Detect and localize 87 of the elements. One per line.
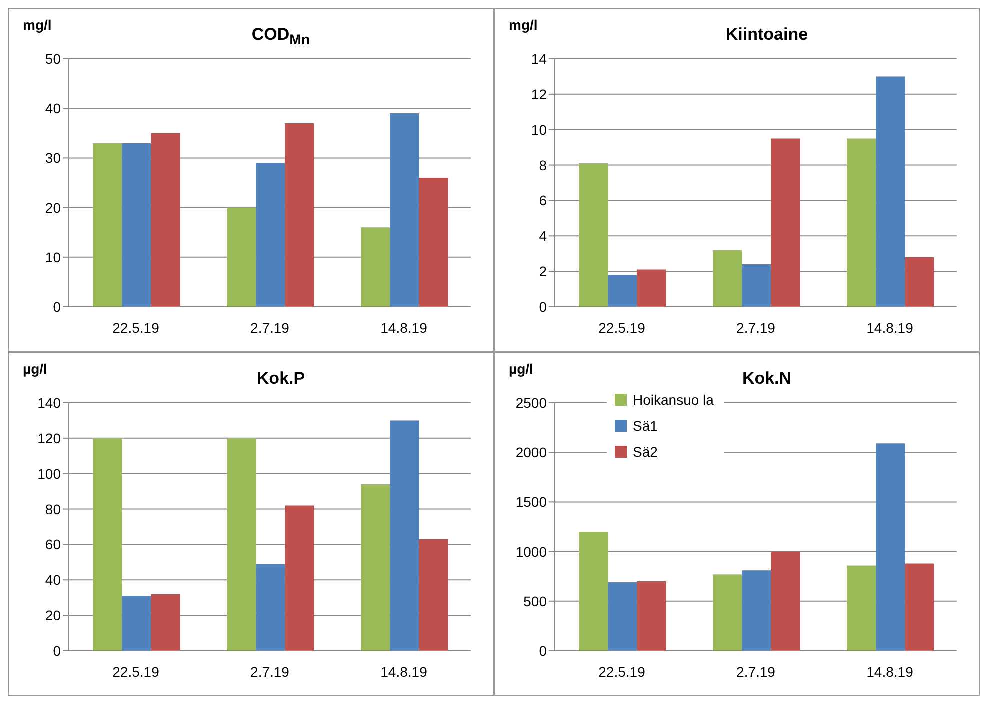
bar	[579, 532, 608, 651]
y-tick-label: 500	[524, 593, 548, 610]
chart-title: Kok.N	[742, 369, 792, 388]
y-tick-label: 14	[531, 50, 548, 67]
bar	[713, 574, 742, 651]
y-tick-label: 40	[45, 100, 62, 117]
y-axis-title: mg/l	[23, 17, 52, 33]
chart-title: COD$_{Mn}$	[252, 25, 310, 48]
x-tick-label: 22.5.19	[598, 664, 646, 680]
bar	[419, 178, 448, 307]
y-tick-label: 0	[53, 642, 62, 659]
y-tick-label: 2	[539, 264, 548, 280]
y-tick-label: 30	[45, 150, 62, 166]
bar	[361, 228, 390, 307]
x-tick-label: 14.8.19	[380, 664, 428, 680]
bar	[151, 594, 180, 651]
bar	[742, 264, 772, 307]
y-tick-label: 1500	[516, 494, 548, 510]
y-tick-label: 2500	[516, 394, 548, 411]
x-tick-label: 2.7.19	[250, 664, 290, 680]
y-tick-label: 100	[38, 466, 62, 482]
x-tick-label: 14.8.19	[866, 320, 914, 336]
bar	[151, 133, 180, 307]
y-axis-title: µg/l	[23, 361, 48, 377]
bar	[637, 270, 666, 307]
chart-title: Kok.P	[256, 369, 306, 388]
bar	[361, 484, 390, 651]
bar	[771, 138, 800, 307]
bar	[122, 143, 152, 307]
x-tick-label: 22.5.19	[112, 664, 160, 680]
y-tick-label: 0	[539, 298, 548, 315]
y-tick-label: 6	[539, 192, 548, 209]
y-tick-label: 60	[45, 536, 62, 553]
bar	[876, 444, 906, 651]
y-tick-label: 10	[45, 249, 62, 266]
y-tick-label: 4	[539, 228, 548, 244]
x-tick-label: 14.8.19	[380, 320, 428, 336]
y-axis-title: µg/l	[509, 361, 534, 377]
bar	[419, 539, 448, 651]
bar	[608, 275, 638, 307]
y-tick-label: 20	[45, 200, 62, 216]
x-tick-label: 2.7.19	[250, 320, 290, 336]
y-tick-label: 50	[45, 50, 62, 67]
bar	[256, 564, 286, 651]
y-tick-label: 20	[45, 608, 62, 624]
legend-label: Hoikansuo la	[633, 391, 714, 410]
y-tick-label: 10	[531, 122, 548, 138]
bar	[847, 138, 876, 307]
y-tick-label: 0	[53, 298, 62, 315]
legend-label: Sä2	[633, 443, 658, 462]
bar	[876, 76, 906, 307]
y-tick-label: 120	[38, 430, 62, 446]
x-tick-label: 2.7.19	[736, 664, 776, 680]
x-tick-label: 22.5.19	[112, 320, 160, 336]
bar	[847, 566, 876, 651]
bar	[93, 143, 122, 307]
bar	[742, 570, 772, 651]
bar	[285, 123, 314, 307]
x-tick-label: 2.7.19	[736, 320, 776, 336]
bar	[285, 506, 314, 651]
bar	[256, 163, 286, 307]
bar	[122, 596, 152, 651]
bar	[227, 208, 256, 307]
bar	[905, 257, 934, 307]
x-tick-label: 14.8.19	[866, 664, 914, 680]
bar	[390, 114, 420, 307]
bar	[390, 420, 420, 651]
chart-title: Kiintoaine	[726, 25, 808, 44]
bar	[771, 552, 800, 651]
y-axis-title: mg/l	[509, 17, 538, 33]
bar	[227, 438, 256, 651]
y-tick-label: 8	[539, 157, 548, 174]
bar	[608, 582, 638, 651]
bar	[637, 582, 666, 651]
y-tick-label: 40	[45, 572, 62, 588]
y-tick-label: 1000	[516, 544, 548, 560]
y-tick-label: 2000	[516, 444, 548, 461]
y-tick-label: 12	[531, 86, 548, 102]
y-tick-label: 80	[45, 501, 62, 518]
y-tick-label: 0	[539, 642, 548, 659]
bar	[93, 438, 122, 651]
y-tick-label: 140	[38, 394, 62, 411]
bar	[905, 564, 934, 651]
x-tick-label: 22.5.19	[598, 320, 646, 336]
bar	[579, 164, 608, 307]
legend-label: Sä1	[633, 417, 658, 436]
bar	[713, 250, 742, 307]
